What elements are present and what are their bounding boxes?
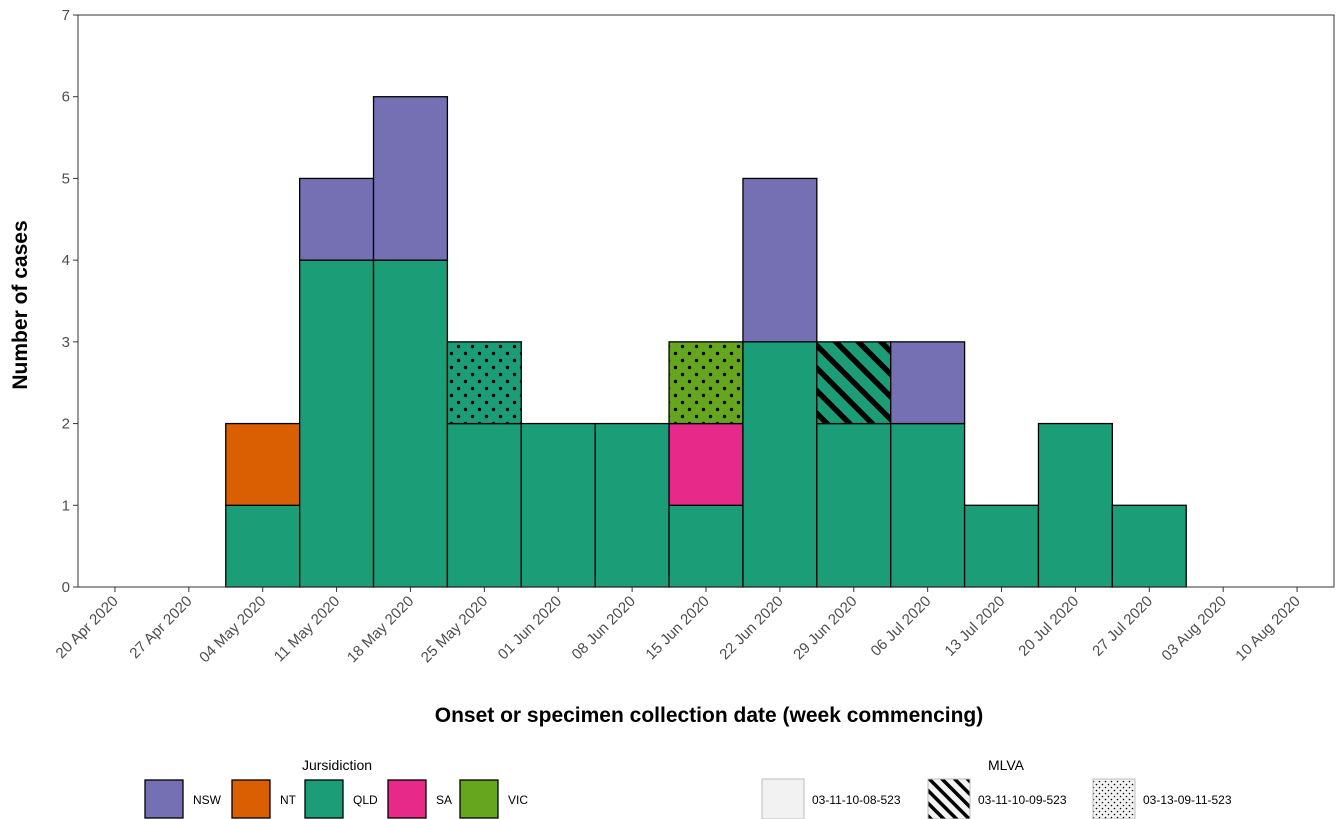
mlva-legend: MLVA 03-11-10-08-523 03-11-10-09-523 03-13…	[761, 757, 1232, 819]
bar-segment-qld	[890, 422, 966, 588]
x-tick-label: 25 May 2020	[418, 593, 491, 666]
jurisdiction-legend: Jursidiction NSW NT QLD SA VIC	[144, 757, 528, 819]
y-tick-label: 6	[62, 89, 70, 106]
x-tick-label: 15 Jun 2020	[642, 593, 712, 663]
mlva-pattern-dots	[448, 342, 521, 423]
bar-segment-sa	[668, 422, 744, 506]
jurisdiction-legend-title: Jursidiction	[302, 757, 372, 773]
mlva-pattern-dots	[669, 342, 743, 423]
bar-segment-qld	[225, 504, 301, 588]
bar-segment-qld	[372, 259, 449, 588]
x-tick-label: 11 May 2020	[271, 593, 344, 666]
x-axis: 20 Apr 2020 27 Apr 2020 04 May 2020 11 May …	[53, 587, 1304, 666]
x-axis-title: Onset or specimen collection date (week …	[435, 704, 983, 727]
bar-segment-qld	[742, 341, 818, 588]
mlva-legend-label: 03-11-10-08-523	[812, 793, 901, 807]
y-tick-label: 7	[62, 7, 70, 24]
bar-segment-nsw	[890, 341, 966, 425]
mlva-legend-title: MLVA	[988, 757, 1025, 773]
legend-label-nt: NT	[280, 793, 297, 807]
x-tick-label: 18 May 2020	[344, 593, 417, 666]
bar-segment-qld	[1111, 504, 1187, 588]
x-tick-label: 29 Jun 2020	[790, 593, 860, 663]
bar-segment-qld	[816, 422, 892, 588]
legend-key-nt	[231, 779, 271, 819]
bar-segment-qld	[446, 422, 522, 588]
mlva-legend-key-none	[762, 779, 804, 819]
x-tick-label: 13 Jul 2020	[941, 593, 1008, 660]
legend-key-sa	[387, 779, 427, 819]
y-tick-label: 0	[62, 579, 70, 596]
legend-label-sa: SA	[436, 793, 452, 807]
mlva-legend-label: 03-13-09-11-523	[1143, 793, 1232, 807]
bar-segment-qld	[594, 422, 670, 588]
legend-key-nsw	[144, 779, 184, 819]
bar-segment-qld	[1037, 422, 1114, 588]
bar-segment-nsw	[742, 177, 818, 343]
legend-label-qld: QLD	[353, 793, 378, 807]
legend-label-nsw: NSW	[193, 793, 222, 807]
legend-key-qld	[304, 779, 344, 819]
x-tick-label: 27 Apr 2020	[126, 593, 195, 662]
x-tick-label: 01 Jun 2020	[495, 593, 565, 663]
bar-segment-nsw	[298, 177, 375, 261]
mlva-legend-key-dots	[1093, 779, 1135, 819]
x-tick-label: 03 Aug 2020	[1158, 593, 1230, 665]
y-tick-label: 3	[62, 334, 70, 351]
mlva-pattern-stripe	[817, 342, 891, 423]
x-tick-label: 20 Jul 2020	[1015, 593, 1082, 660]
y-axis: 0 1 2 3 4 5 6 7	[62, 7, 78, 596]
y-tick-label: 4	[62, 252, 70, 269]
bar-segment-qld	[520, 422, 596, 588]
x-tick-label: 27 Jul 2020	[1089, 593, 1156, 660]
x-tick-label: 22 Jun 2020	[716, 593, 786, 663]
y-tick-label: 5	[62, 170, 70, 187]
x-tick-label: 04 May 2020	[196, 593, 269, 666]
bar-segment-qld	[668, 504, 744, 588]
bars	[225, 96, 1187, 588]
bar-segment-nt	[225, 422, 301, 506]
mlva-legend-key-stripe	[928, 779, 970, 819]
x-tick-label: 10 Aug 2020	[1232, 593, 1304, 665]
bar-segment-qld	[298, 259, 375, 588]
y-tick-label: 1	[62, 497, 70, 514]
y-tick-label: 2	[62, 416, 70, 433]
bar-segment-nsw	[372, 96, 449, 261]
x-tick-label: 20 Apr 2020	[53, 593, 122, 662]
y-axis-title: Number of cases	[9, 220, 32, 389]
legend-label-vic: VIC	[508, 793, 528, 807]
mlva-pattern-overlays	[448, 342, 891, 423]
bar-segment-qld	[963, 504, 1040, 588]
legend-key-vic	[459, 779, 499, 819]
x-tick-label: 06 Jul 2020	[868, 593, 935, 660]
mlva-legend-label: 03-11-10-09-523	[978, 793, 1067, 807]
x-tick-label: 08 Jun 2020	[569, 593, 639, 663]
